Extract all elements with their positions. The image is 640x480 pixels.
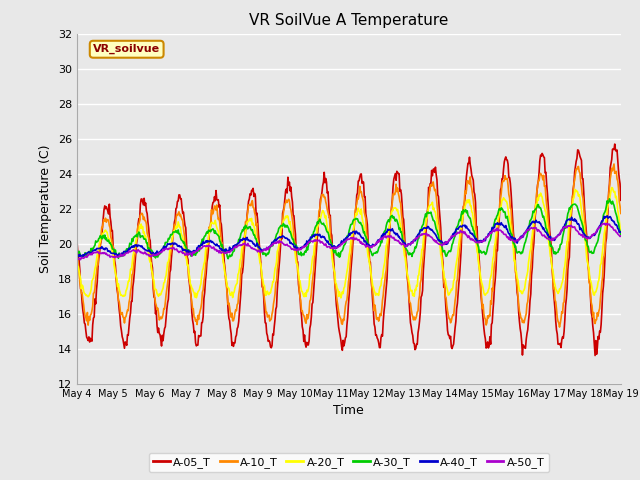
- Y-axis label: Soil Temperature (C): Soil Temperature (C): [39, 144, 52, 273]
- X-axis label: Time: Time: [333, 405, 364, 418]
- Title: VR SoilVue A Temperature: VR SoilVue A Temperature: [249, 13, 449, 28]
- Legend: A-05_T, A-10_T, A-20_T, A-30_T, A-40_T, A-50_T: A-05_T, A-10_T, A-20_T, A-30_T, A-40_T, …: [148, 453, 549, 472]
- Text: VR_soilvue: VR_soilvue: [93, 44, 160, 54]
